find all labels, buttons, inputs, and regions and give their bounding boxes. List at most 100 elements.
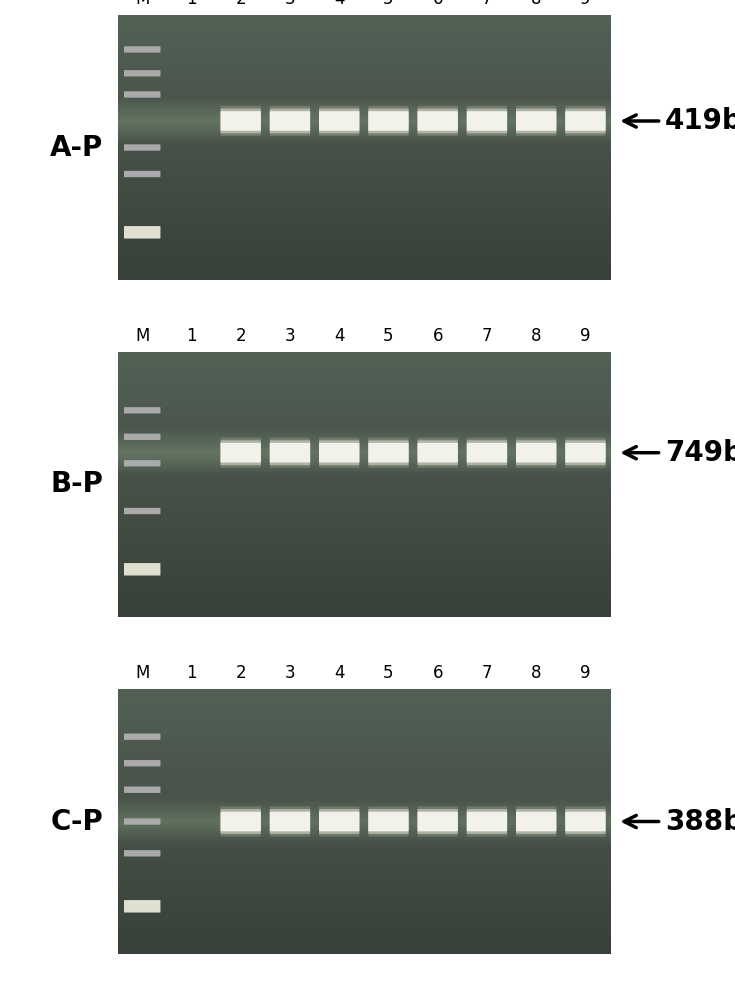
- FancyBboxPatch shape: [565, 109, 606, 133]
- FancyBboxPatch shape: [270, 806, 310, 837]
- FancyBboxPatch shape: [368, 443, 409, 463]
- Text: 1: 1: [186, 327, 197, 345]
- Text: 9: 9: [580, 0, 591, 8]
- FancyBboxPatch shape: [270, 109, 310, 133]
- FancyBboxPatch shape: [417, 109, 458, 133]
- Text: B-P: B-P: [50, 470, 103, 498]
- FancyBboxPatch shape: [270, 111, 310, 131]
- Text: M: M: [135, 327, 149, 345]
- FancyBboxPatch shape: [368, 440, 409, 465]
- Text: 6: 6: [432, 327, 443, 345]
- FancyBboxPatch shape: [124, 46, 160, 53]
- Text: 4: 4: [334, 0, 345, 8]
- FancyBboxPatch shape: [516, 109, 556, 133]
- FancyBboxPatch shape: [270, 809, 310, 834]
- FancyBboxPatch shape: [270, 812, 310, 831]
- FancyBboxPatch shape: [467, 106, 507, 136]
- FancyBboxPatch shape: [124, 760, 160, 766]
- Text: 749bp: 749bp: [665, 439, 735, 467]
- FancyBboxPatch shape: [124, 226, 160, 239]
- FancyBboxPatch shape: [124, 460, 160, 466]
- FancyBboxPatch shape: [124, 734, 160, 740]
- Text: 388bp: 388bp: [665, 808, 735, 836]
- FancyBboxPatch shape: [417, 438, 458, 468]
- Text: 5: 5: [383, 327, 394, 345]
- FancyBboxPatch shape: [124, 850, 160, 856]
- FancyBboxPatch shape: [319, 109, 359, 133]
- FancyBboxPatch shape: [417, 812, 458, 831]
- Text: 2: 2: [235, 327, 246, 345]
- FancyBboxPatch shape: [270, 106, 310, 136]
- FancyBboxPatch shape: [417, 806, 458, 837]
- Text: 419bp: 419bp: [665, 107, 735, 135]
- Text: 3: 3: [284, 664, 295, 682]
- FancyBboxPatch shape: [565, 111, 606, 131]
- FancyBboxPatch shape: [368, 109, 409, 133]
- Text: 8: 8: [531, 0, 542, 8]
- FancyBboxPatch shape: [124, 171, 160, 177]
- Text: M: M: [135, 664, 149, 682]
- FancyBboxPatch shape: [220, 809, 261, 834]
- FancyBboxPatch shape: [220, 806, 261, 837]
- Text: 7: 7: [481, 0, 492, 8]
- FancyBboxPatch shape: [467, 438, 507, 468]
- FancyBboxPatch shape: [467, 806, 507, 837]
- FancyBboxPatch shape: [124, 434, 160, 440]
- FancyBboxPatch shape: [319, 443, 359, 463]
- FancyBboxPatch shape: [124, 900, 160, 913]
- FancyBboxPatch shape: [368, 812, 409, 831]
- FancyBboxPatch shape: [368, 111, 409, 131]
- Text: 8: 8: [531, 664, 542, 682]
- FancyBboxPatch shape: [220, 438, 261, 468]
- FancyBboxPatch shape: [565, 438, 606, 468]
- FancyBboxPatch shape: [516, 443, 556, 463]
- FancyBboxPatch shape: [565, 443, 606, 463]
- Text: M: M: [135, 0, 149, 8]
- Text: 6: 6: [432, 664, 443, 682]
- Text: 8: 8: [531, 327, 542, 345]
- FancyBboxPatch shape: [319, 440, 359, 465]
- Text: 2: 2: [235, 0, 246, 8]
- FancyBboxPatch shape: [319, 438, 359, 468]
- FancyBboxPatch shape: [368, 806, 409, 837]
- FancyBboxPatch shape: [124, 70, 160, 76]
- FancyBboxPatch shape: [220, 812, 261, 831]
- FancyBboxPatch shape: [467, 443, 507, 463]
- Text: 5: 5: [383, 0, 394, 8]
- FancyBboxPatch shape: [319, 106, 359, 136]
- Text: 3: 3: [284, 327, 295, 345]
- FancyBboxPatch shape: [565, 809, 606, 834]
- FancyBboxPatch shape: [516, 806, 556, 837]
- FancyBboxPatch shape: [124, 144, 160, 151]
- Text: 1: 1: [186, 0, 197, 8]
- FancyBboxPatch shape: [467, 111, 507, 131]
- Text: C-P: C-P: [50, 808, 103, 836]
- Text: 2: 2: [235, 664, 246, 682]
- FancyBboxPatch shape: [220, 109, 261, 133]
- FancyBboxPatch shape: [565, 806, 606, 837]
- FancyBboxPatch shape: [467, 109, 507, 133]
- Text: 9: 9: [580, 664, 591, 682]
- FancyBboxPatch shape: [467, 809, 507, 834]
- FancyBboxPatch shape: [220, 106, 261, 136]
- FancyBboxPatch shape: [124, 818, 160, 825]
- FancyBboxPatch shape: [467, 812, 507, 831]
- FancyBboxPatch shape: [565, 106, 606, 136]
- FancyBboxPatch shape: [417, 809, 458, 834]
- FancyBboxPatch shape: [516, 440, 556, 465]
- FancyBboxPatch shape: [124, 508, 160, 514]
- FancyBboxPatch shape: [417, 106, 458, 136]
- FancyBboxPatch shape: [270, 440, 310, 465]
- FancyBboxPatch shape: [516, 812, 556, 831]
- Text: A-P: A-P: [50, 133, 103, 161]
- FancyBboxPatch shape: [565, 812, 606, 831]
- FancyBboxPatch shape: [319, 809, 359, 834]
- FancyBboxPatch shape: [417, 440, 458, 465]
- Text: 4: 4: [334, 327, 345, 345]
- FancyBboxPatch shape: [368, 438, 409, 468]
- FancyBboxPatch shape: [220, 440, 261, 465]
- Text: 1: 1: [186, 664, 197, 682]
- FancyBboxPatch shape: [417, 443, 458, 463]
- Text: 6: 6: [432, 0, 443, 8]
- Text: 4: 4: [334, 664, 345, 682]
